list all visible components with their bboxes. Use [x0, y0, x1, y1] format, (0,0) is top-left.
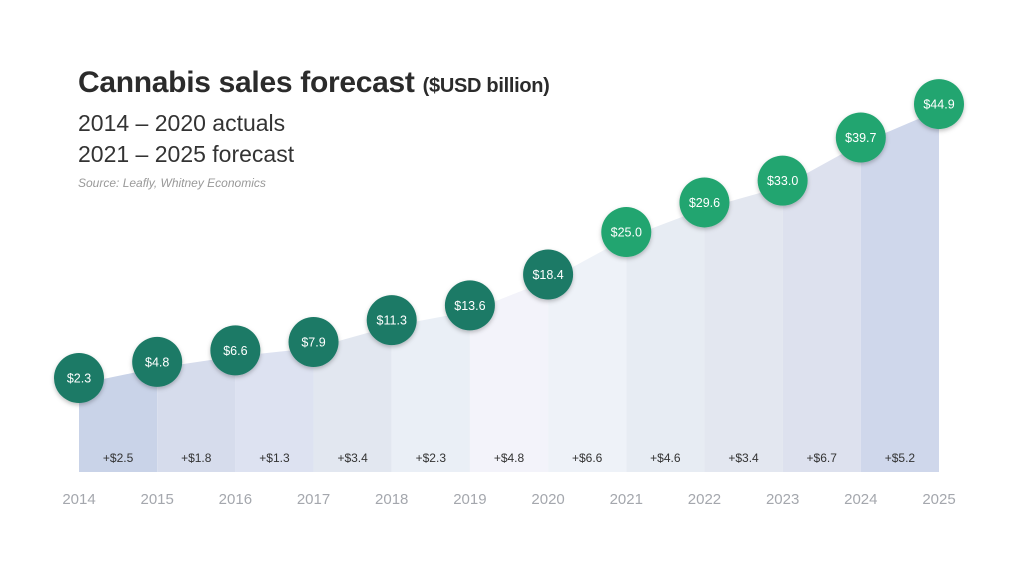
delta-label: +$4.6	[650, 451, 681, 465]
value-label: $44.9	[923, 98, 954, 112]
year-tick-label: 2017	[297, 491, 330, 508]
value-label: $18.4	[532, 268, 563, 282]
delta-label: +$3.4	[337, 451, 368, 465]
area-band	[79, 367, 158, 472]
area-band	[782, 143, 861, 472]
value-bubble	[679, 177, 730, 228]
value-label: $33.0	[767, 174, 798, 188]
area-band	[626, 208, 705, 472]
year-tick-label: 2016	[219, 491, 252, 508]
value-bubble	[523, 249, 574, 300]
subtitle-forecast: 2021 – 2025 forecast	[78, 141, 295, 167]
area-band	[391, 311, 470, 472]
value-label: $13.6	[454, 299, 485, 313]
value-bubble	[757, 155, 808, 206]
year-tick-label: 2021	[610, 491, 643, 508]
area-band	[313, 326, 392, 472]
delta-label: +$5.2	[885, 451, 916, 465]
value-bubble	[835, 112, 886, 163]
delta-label: +$4.8	[494, 451, 525, 465]
value-label: $29.6	[689, 196, 720, 210]
area-band	[860, 110, 939, 472]
value-bubble	[444, 280, 495, 331]
value-bubble	[601, 207, 652, 258]
year-tick-label: 2015	[140, 491, 173, 508]
value-bubble	[54, 353, 104, 403]
value-bubble	[914, 79, 964, 130]
value-label: $39.7	[845, 131, 876, 145]
year-tick-label: 2023	[766, 491, 799, 508]
value-label: $6.6	[223, 344, 247, 358]
year-tick-label: 2019	[453, 491, 486, 508]
delta-label: +$6.7	[807, 451, 838, 465]
value-label: $11.3	[377, 314, 407, 328]
delta-label: +$6.6	[572, 451, 603, 465]
title-unit: ($USD billion)	[422, 75, 550, 97]
year-tick-label: 2024	[844, 491, 877, 508]
delta-label: +$3.4	[728, 451, 759, 465]
delta-label: +$1.3	[259, 451, 290, 465]
area-band	[157, 356, 236, 472]
value-bubble	[288, 316, 339, 367]
source-note: Source: Leafly, Whitney Economics	[78, 176, 266, 190]
area-band	[235, 347, 314, 472]
value-bubble	[132, 336, 183, 387]
value-label: $7.9	[301, 335, 325, 349]
year-tick-label: 2020	[531, 491, 564, 508]
year-tick-label: 2025	[922, 491, 955, 508]
area-band	[548, 238, 627, 472]
value-label: $2.3	[67, 372, 91, 386]
delta-label: +$1.8	[181, 451, 212, 465]
subtitle-actuals: 2014 – 2020 actuals	[78, 110, 286, 136]
value-label: $4.8	[145, 355, 169, 369]
delta-label: +$2.3	[416, 451, 447, 465]
value-bubble	[366, 295, 417, 346]
value-bubble	[210, 325, 261, 376]
chart-title: Cannabis sales forecast ($USD billion)	[78, 66, 550, 99]
year-tick-label: 2014	[62, 491, 95, 508]
area-band	[469, 280, 549, 472]
area-band	[704, 186, 783, 472]
year-tick-label: 2022	[688, 491, 721, 508]
year-tick-label: 2018	[375, 491, 408, 508]
delta-label: +$2.5	[103, 451, 134, 465]
value-label: $25.0	[611, 226, 642, 240]
